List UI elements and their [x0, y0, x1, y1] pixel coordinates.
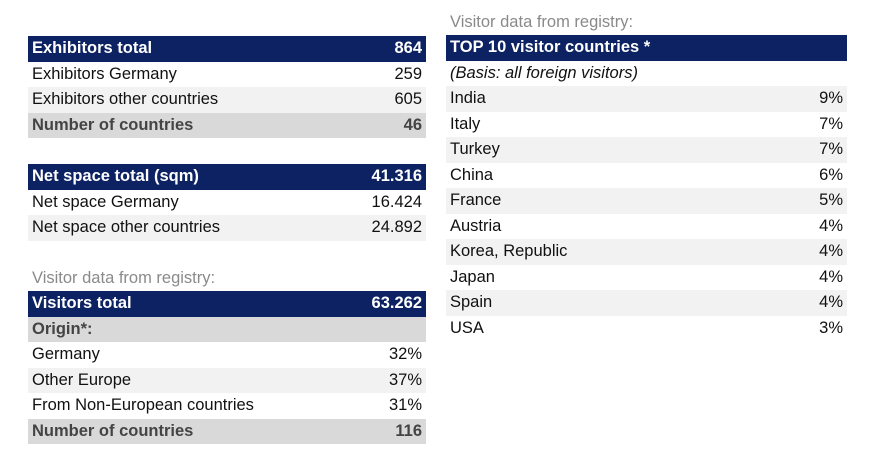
row-label: Austria — [450, 216, 502, 235]
row-label: France — [450, 191, 502, 209]
top10-basis-label: (Basis: all foreign visitors) — [450, 63, 638, 82]
row-value: 4% — [819, 216, 843, 235]
row-label: Germany — [32, 345, 100, 363]
row-label: From Non-European countries — [32, 396, 254, 414]
table-row: Germany 32% — [28, 342, 426, 368]
row-value: 5% — [819, 191, 843, 209]
table-row: USA 3% — [446, 315, 847, 341]
table-row: Spain 4% — [446, 290, 847, 316]
row-label: Number of countries — [32, 421, 194, 440]
table-row: Other Europe 37% — [28, 367, 426, 393]
row-label: China — [450, 165, 494, 184]
exhibitors-total-row: Exhibitors total 864 — [28, 36, 426, 62]
origin-row: Origin*: — [28, 316, 426, 342]
row-value: 37% — [388, 370, 422, 389]
row-label: Net space other countries — [32, 218, 221, 236]
row-value: 7% — [819, 114, 843, 133]
visitors-caption: Visitor data from registry: — [32, 269, 216, 287]
row-value: 4% — [819, 267, 843, 286]
row-label: USA — [450, 318, 484, 337]
exhibitors-countries-row: Number of countries 46 — [28, 112, 426, 138]
exhibitors-total-label: Exhibitors total — [32, 39, 153, 57]
top10-basis-row: (Basis: all foreign visitors) — [446, 60, 847, 86]
row-value: 116 — [395, 421, 422, 440]
net-space-table: Net space total (sqm) 41.316 Net space G… — [28, 164, 426, 241]
net-space-total-value: 41.316 — [371, 167, 422, 185]
table-row: Turkey 7% — [446, 137, 847, 163]
top10-header-row: TOP 10 visitor countries * — [446, 35, 847, 61]
row-value: 4% — [819, 293, 843, 311]
row-label: Italy — [450, 114, 481, 133]
origin-label: Origin*: — [32, 319, 93, 338]
table-row: Net space other countries 24.892 — [28, 215, 426, 241]
table-row: China 6% — [446, 162, 847, 188]
table-row: Korea, Republic 4% — [446, 239, 847, 265]
top10-caption: Visitor data from registry: — [450, 13, 634, 31]
visitors-total-value: 63.262 — [371, 294, 422, 312]
row-label: Korea, Republic — [450, 242, 568, 260]
row-value: 24.892 — [371, 218, 422, 236]
row-label: Japan — [450, 267, 495, 286]
row-value: 6% — [819, 165, 843, 184]
row-label: Net space Germany — [32, 192, 179, 211]
table-row: From Non-European countries 31% — [28, 393, 426, 419]
table-row: Exhibitors Germany 259 — [28, 61, 426, 87]
row-value: 46 — [403, 115, 422, 134]
row-label: Exhibitors other countries — [32, 90, 219, 108]
visitors-countries-row: Number of countries 116 — [28, 418, 426, 444]
row-label: Spain — [450, 293, 493, 311]
table-row: Japan 4% — [446, 264, 847, 290]
row-value: 16.424 — [371, 192, 422, 211]
top10-table: Visitor data from registry: TOP 10 visit… — [446, 10, 847, 341]
row-value: 3% — [819, 318, 843, 337]
row-label: Turkey — [450, 140, 500, 158]
row-label: Number of countries — [32, 115, 194, 134]
visitors-table: Visitor data from registry: Visitors tot… — [28, 266, 426, 444]
table-row: Austria 4% — [446, 213, 847, 239]
table-row: Net space Germany 16.424 — [28, 189, 426, 215]
row-value: 4% — [819, 242, 843, 260]
visitors-total-row: Visitors total 63.262 — [28, 291, 426, 317]
table-row: Italy 7% — [446, 111, 847, 137]
net-space-total-label: Net space total (sqm) — [32, 167, 199, 185]
row-value: 605 — [394, 90, 422, 108]
row-value: 31% — [388, 396, 422, 414]
row-label: Exhibitors Germany — [32, 64, 177, 83]
exhibitors-total-value: 864 — [394, 39, 422, 57]
row-label: Other Europe — [32, 370, 132, 389]
row-label: India — [450, 89, 486, 107]
row-value: 32% — [388, 345, 422, 363]
row-value: 9% — [819, 89, 843, 107]
exhibitors-table: Exhibitors total 864 Exhibitors Germany … — [28, 36, 426, 138]
row-value: 259 — [394, 64, 422, 83]
top10-header-label: TOP 10 visitor countries * — [450, 38, 651, 56]
visitors-total-label: Visitors total — [32, 294, 132, 312]
row-value: 7% — [819, 140, 843, 158]
table-row: Exhibitors other countries 605 — [28, 87, 426, 113]
table-row: France 5% — [446, 188, 847, 214]
table-row: India 9% — [446, 86, 847, 112]
net-space-total-row: Net space total (sqm) 41.316 — [28, 164, 426, 190]
